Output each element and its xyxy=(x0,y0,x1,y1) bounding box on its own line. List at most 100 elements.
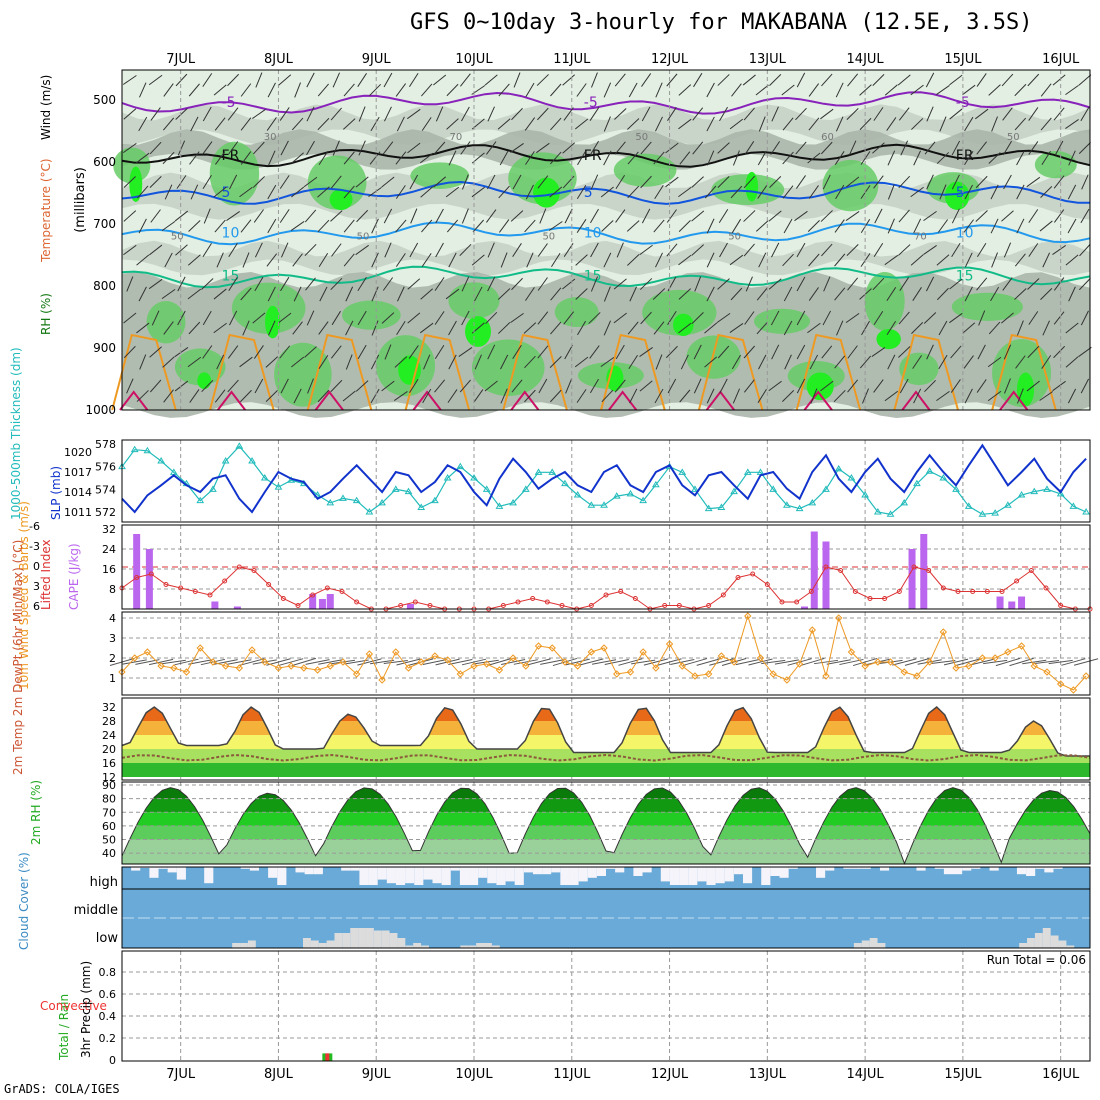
rh-contour-label: 30 xyxy=(264,132,277,143)
isotherm-25-line xyxy=(217,390,246,411)
wind-barb xyxy=(615,174,625,190)
thickness-point xyxy=(717,503,726,510)
cloud-high-gap xyxy=(514,867,524,885)
wind-barb xyxy=(306,310,315,326)
wind-barb xyxy=(949,312,963,324)
wind-barb xyxy=(991,116,998,132)
li-tick-label: -3 xyxy=(29,540,40,553)
wind-speed-point xyxy=(339,658,347,666)
wind-barb xyxy=(227,345,239,359)
temp-band xyxy=(122,707,1090,721)
wind-barb xyxy=(782,117,794,131)
cloud-high-gap xyxy=(158,867,168,869)
date-tick-top: 13JUL xyxy=(749,52,787,67)
wind-barb xyxy=(988,321,1001,335)
surface-wind-barb xyxy=(604,658,629,666)
wind-barb xyxy=(510,312,524,324)
wind-barb xyxy=(744,141,755,155)
rh-moist-area xyxy=(554,297,599,327)
wind-barb xyxy=(887,150,896,166)
wind-barb xyxy=(138,116,148,132)
wind-barb xyxy=(564,208,573,224)
cloud-high-gap xyxy=(733,867,743,875)
wind-barb xyxy=(1028,243,1039,257)
wind-barb xyxy=(821,243,833,257)
cloud-frame xyxy=(121,866,1091,949)
wind-barb xyxy=(716,312,731,324)
wind-barb xyxy=(924,379,937,393)
wind-barb xyxy=(886,320,897,336)
wind-barb xyxy=(524,389,536,403)
wind-barb xyxy=(253,345,264,359)
wind-barb xyxy=(666,209,677,223)
wind-barb xyxy=(691,244,704,256)
cloud-high-gap xyxy=(971,867,981,869)
wind-barb xyxy=(409,242,419,258)
wind-barb xyxy=(1040,288,1053,300)
isotherm-20-line xyxy=(697,333,764,411)
wind-barb xyxy=(1017,388,1024,404)
surface-wind-barb xyxy=(513,659,538,665)
wind-barb xyxy=(873,379,884,393)
wind-barb xyxy=(588,312,601,324)
thickness-point xyxy=(822,485,830,492)
cloud-high-gap xyxy=(962,867,972,871)
wind-barb xyxy=(1078,74,1092,86)
wind-barb xyxy=(771,344,780,360)
precip-tick-label: 0 xyxy=(109,1054,116,1067)
wind-speed-point xyxy=(443,656,452,664)
wind-barb xyxy=(845,211,860,221)
surface-wind-barb xyxy=(682,658,708,666)
lifted-index-point xyxy=(280,596,286,601)
lifted-index-point xyxy=(1058,603,1064,608)
cape-bar xyxy=(326,594,334,609)
wind-barb xyxy=(381,380,395,392)
wind-barb xyxy=(771,242,780,258)
wind-barb xyxy=(254,378,264,394)
thickness-point xyxy=(470,474,478,481)
wind-barb xyxy=(911,118,924,130)
wind-barb xyxy=(228,276,238,292)
precip-conv-axis-label: Convective xyxy=(40,999,107,1013)
wind-barb xyxy=(177,276,186,292)
temp-band xyxy=(122,735,1090,749)
thickness-point xyxy=(678,468,687,475)
cloud-low-bar xyxy=(869,938,878,948)
wind-barb xyxy=(977,344,986,360)
wind-speed-point xyxy=(221,662,230,670)
date-tick-top: 11JUL xyxy=(553,52,591,67)
surface-wind-barb xyxy=(631,659,656,665)
thickness-point xyxy=(1003,501,1012,508)
wind-barb xyxy=(447,389,458,403)
wind-barb xyxy=(886,287,897,301)
wind-barb xyxy=(939,116,947,132)
wind-barb xyxy=(629,286,637,302)
wind-barb xyxy=(887,184,895,200)
wind-speed-point xyxy=(534,642,543,650)
isotherm-25-line xyxy=(412,390,442,411)
wind-barb xyxy=(834,151,845,165)
wind-barb xyxy=(537,107,549,121)
wind-barb xyxy=(459,243,472,257)
wind-barb xyxy=(744,311,755,325)
wind-barb xyxy=(667,310,677,326)
wind-barb xyxy=(356,209,369,223)
wind-barb xyxy=(796,72,806,88)
wind-barb xyxy=(600,356,615,368)
date-tick-bottom: 12JUL xyxy=(651,1067,689,1082)
rh-moist-area xyxy=(146,300,186,344)
wind-barb xyxy=(149,346,162,358)
isotherm-20-line xyxy=(306,333,373,411)
cloud-low-bar xyxy=(358,928,366,948)
lifted-index-point xyxy=(544,599,550,605)
wind-barb xyxy=(435,208,444,224)
wind-barb xyxy=(1002,277,1013,291)
wind-barb xyxy=(382,277,394,291)
wind-barb xyxy=(201,379,214,393)
wind-barb xyxy=(913,388,922,404)
wind-barb xyxy=(151,310,160,326)
temp-band xyxy=(122,763,1090,777)
wind-barb xyxy=(187,288,202,300)
wind-barb xyxy=(1016,184,1025,200)
